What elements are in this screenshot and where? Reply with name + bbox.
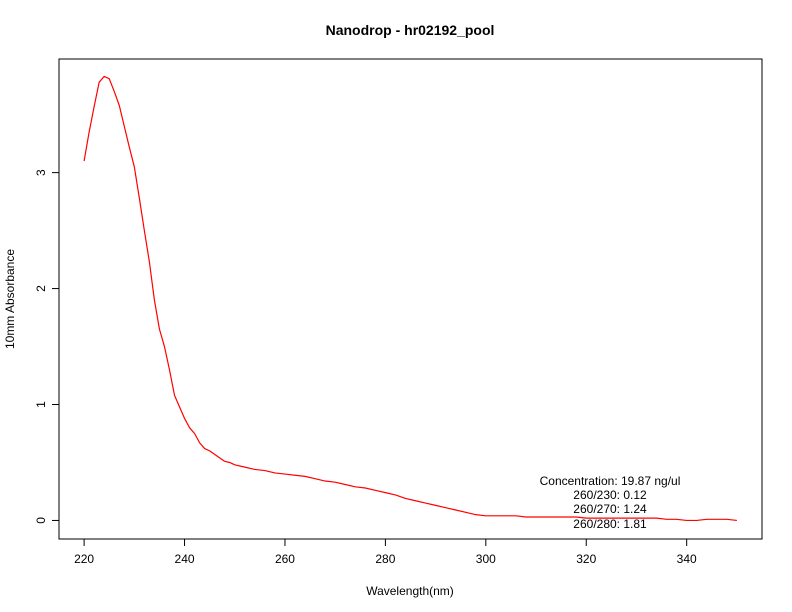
- x-axis-label: Wavelength(nm): [366, 584, 454, 598]
- y-tick-label: 3: [34, 169, 48, 176]
- y-axis-label: 10mm Absorbance: [3, 249, 17, 349]
- x-tick-label: 260: [275, 552, 295, 566]
- y-tick-label: 0: [34, 517, 48, 524]
- x-tick-label: 300: [476, 552, 496, 566]
- series-layer: [83, 75, 737, 522]
- x-tick-label: 280: [375, 552, 395, 566]
- y-tick-label: 2: [34, 285, 48, 292]
- plot-box: [58, 58, 763, 540]
- x-tick-label: 320: [576, 552, 596, 566]
- stats-annotation: Concentration: 19.87 ng/ul 260/230: 0.12…: [540, 474, 681, 531]
- chart-title: Nanodrop - hr02192_pool: [326, 22, 495, 38]
- ratio-260-280-text: 260/280: 1.81: [573, 517, 647, 531]
- y-axis: 0 1 2 3: [34, 169, 59, 524]
- x-tick-label: 340: [677, 552, 697, 566]
- y-tick-label: 1: [34, 401, 48, 408]
- ratio-260-230-text: 260/230: 0.12: [573, 488, 647, 502]
- x-tick-label: 220: [74, 552, 94, 566]
- x-axis: 220 240 260 280 300 320 340: [74, 539, 697, 566]
- concentration-text: Concentration: 19.87 ng/ul: [540, 474, 681, 488]
- x-tick-label: 240: [175, 552, 195, 566]
- absorbance-series-line: [83, 75, 737, 522]
- ratio-260-270-text: 260/270: 1.24: [573, 502, 647, 516]
